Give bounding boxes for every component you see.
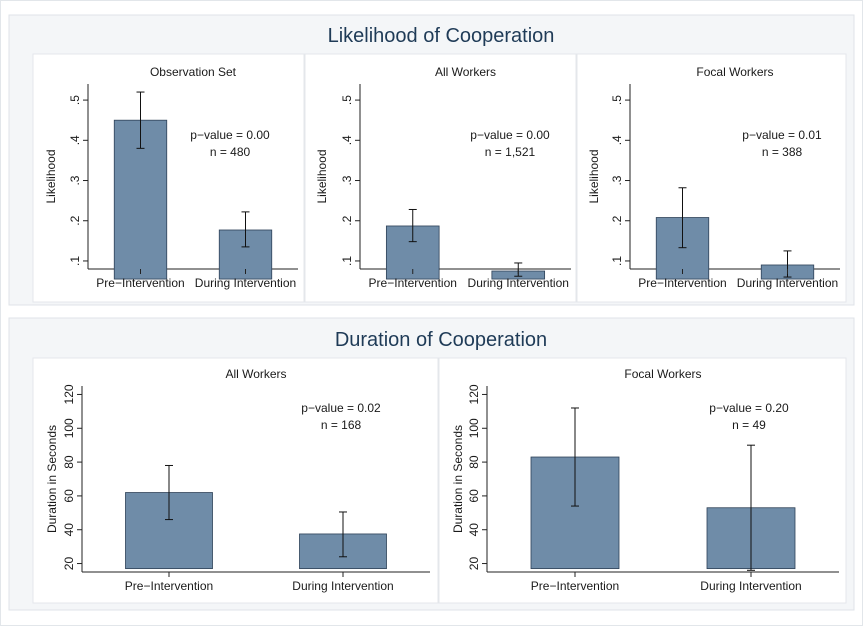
- chart-panels: Observation Set .1 .2 .3 .4 .5 Likelihood Pre−I…: [32, 53, 847, 604]
- y-tick-label: 80: [62, 455, 76, 469]
- x-tick-label: During Intervention: [737, 276, 838, 290]
- y-tick-label: .3: [610, 175, 624, 185]
- sample-size-annotation: n = 1,521: [485, 145, 536, 159]
- y-tick-label: 80: [467, 455, 481, 469]
- p-value-annotation: p−value = 0.00: [190, 128, 270, 142]
- panel-background: [304, 53, 577, 303]
- y-tick-label: .4: [340, 135, 354, 145]
- y-axis-label: Likelihood: [44, 149, 58, 203]
- x-tick-label: Pre−Intervention: [96, 276, 184, 290]
- panel-title: Focal Workers: [696, 65, 773, 79]
- chart-panel: Focal Workers .1 .2 .3 .4 .5 Likelihood Pre−Int…: [576, 53, 847, 303]
- y-tick-label: .5: [340, 95, 354, 105]
- panel-background: [576, 53, 847, 303]
- x-tick-label: During Intervention: [468, 276, 569, 290]
- chart-panel: Focal Workers 20 40 60 80 100 120 Duration in S…: [438, 357, 847, 604]
- y-tick-label: .4: [610, 135, 624, 145]
- x-tick-label: Pre−Intervention: [531, 579, 619, 593]
- x-tick-label: Pre−Intervention: [125, 579, 213, 593]
- x-tick-label: During Intervention: [292, 579, 393, 593]
- y-tick-label: 20: [467, 557, 481, 571]
- duration-group-title: Duration of Cooperation: [335, 329, 547, 351]
- y-tick-label: 60: [467, 489, 481, 503]
- y-tick-label: 40: [62, 523, 76, 537]
- x-tick-label: During Intervention: [195, 276, 296, 290]
- y-tick-label: 40: [467, 523, 481, 537]
- p-value-annotation: p−value = 0.02: [301, 401, 381, 415]
- y-tick-label: .3: [68, 175, 82, 185]
- y-tick-label: .5: [610, 95, 624, 105]
- panel-title: All Workers: [435, 65, 496, 79]
- panel-title: Observation Set: [150, 65, 237, 79]
- y-tick-label: 100: [62, 418, 76, 438]
- y-tick-label: .2: [610, 215, 624, 225]
- y-tick-label: 120: [62, 384, 76, 404]
- sample-size-annotation: n = 168: [321, 418, 362, 432]
- x-tick-label: During Intervention: [700, 579, 801, 593]
- y-tick-label: .1: [340, 256, 354, 266]
- y-axis-label: Duration in Seconds: [451, 425, 465, 533]
- y-tick-label: .5: [68, 95, 82, 105]
- y-tick-label: .1: [68, 256, 82, 266]
- y-tick-label: .3: [340, 175, 354, 185]
- x-tick-label: Pre−Intervention: [369, 276, 457, 290]
- p-value-annotation: p−value = 0.01: [742, 128, 822, 142]
- y-tick-label: 20: [62, 557, 76, 571]
- p-value-annotation: p−value = 0.20: [709, 401, 789, 415]
- y-tick-label: .2: [340, 215, 354, 225]
- panel-title: Focal Workers: [624, 367, 701, 381]
- panel-title: All Workers: [225, 367, 286, 381]
- y-axis-label: Duration in Seconds: [45, 425, 59, 533]
- y-axis-label: Likelihood: [587, 149, 601, 203]
- likelihood-group-title: Likelihood of Cooperation: [328, 25, 555, 47]
- y-axis-label: Likelihood: [315, 149, 329, 203]
- y-tick-label: 120: [467, 384, 481, 404]
- chart-panel: All Workers .1 .2 .3 .4 .5 Likelihood Pre−Inter…: [304, 53, 577, 303]
- chart-panel: Observation Set .1 .2 .3 .4 .5 Likelihood Pre−I…: [32, 53, 305, 303]
- y-tick-label: .4: [68, 135, 82, 145]
- y-tick-label: .1: [610, 256, 624, 266]
- x-tick-label: Pre−Intervention: [638, 276, 726, 290]
- y-tick-label: 60: [62, 489, 76, 503]
- sample-size-annotation: n = 49: [732, 418, 766, 432]
- y-tick-label: 100: [467, 418, 481, 438]
- p-value-annotation: p−value = 0.00: [470, 128, 550, 142]
- sample-size-annotation: n = 480: [210, 145, 251, 159]
- chart-panel: All Workers 20 40 60 80 100 120 Duration in Sec…: [32, 357, 439, 604]
- y-tick-label: .2: [68, 215, 82, 225]
- sample-size-annotation: n = 388: [762, 145, 803, 159]
